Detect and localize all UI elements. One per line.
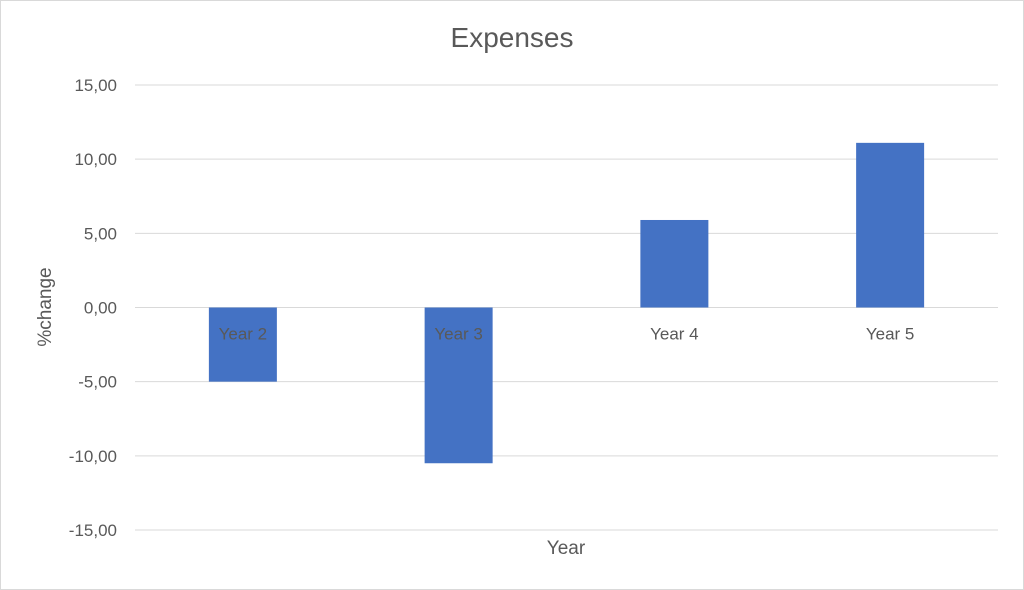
bar-year-2 [208,307,277,382]
x-category-label: Year 4 [650,325,699,344]
y-tick-label: 15,00 [74,76,117,95]
y-tick-label: -15,00 [69,521,117,540]
y-axis-ticks: 15,00 10,00 5,00 0,00 -5,00 -10,00 -15,00 [69,76,117,540]
y-tick-label: 0,00 [84,299,117,318]
y-tick-label: -10,00 [69,447,117,466]
x-category-label: Year 3 [434,325,483,344]
x-axis-title: Year [547,538,586,559]
y-axis-title: %change [35,267,56,346]
bar-year-3 [424,307,493,464]
x-category-label: Year 2 [219,325,268,344]
bar-year-5 [856,142,925,308]
chart-title: Expenses [451,22,574,53]
bar-layer [208,142,925,464]
y-tick-label: 10,00 [74,150,117,169]
x-category-label: Year 5 [866,325,915,344]
bar-year-4 [640,219,709,308]
x-axis-categories: Year 2 Year 3 Year 4 Year 5 [219,325,915,344]
y-tick-label: 5,00 [84,224,117,243]
grid-layer [135,84,998,531]
y-tick-label: -5,00 [78,373,117,392]
